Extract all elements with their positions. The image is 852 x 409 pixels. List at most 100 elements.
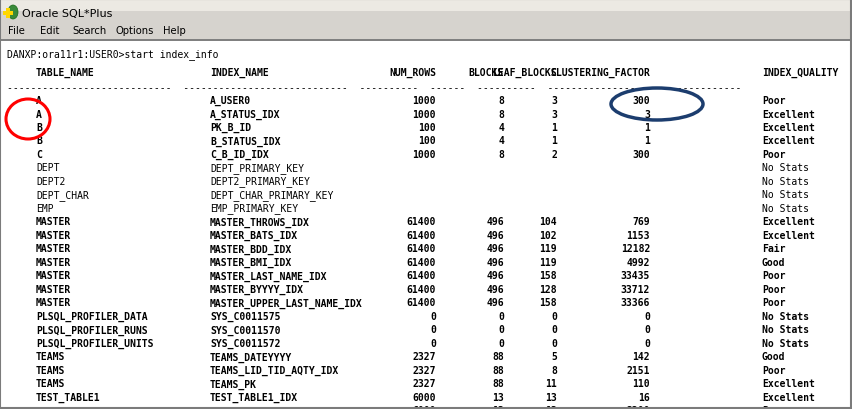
Text: 1000: 1000 — [412, 150, 436, 160]
Text: 11: 11 — [545, 379, 557, 389]
Text: 104: 104 — [539, 217, 557, 227]
Text: 300: 300 — [632, 96, 650, 106]
Text: DANXP:ora11r1:USER0>start index_info: DANXP:ora11r1:USER0>start index_info — [7, 49, 218, 60]
Text: MASTER_THROWS_IDX: MASTER_THROWS_IDX — [210, 217, 310, 227]
Text: TEAMS_DATEYYYY: TEAMS_DATEYYYY — [210, 351, 292, 362]
Bar — [0, 22, 852, 40]
Text: DEPT_CHAR_PRIMARY_KEY: DEPT_CHAR_PRIMARY_KEY — [210, 190, 333, 200]
Text: 61400: 61400 — [406, 230, 436, 240]
Text: 769: 769 — [632, 217, 650, 227]
Text: Excellent: Excellent — [762, 136, 815, 146]
Text: MASTER: MASTER — [36, 271, 72, 281]
Text: 13: 13 — [492, 405, 504, 409]
Text: 13: 13 — [492, 392, 504, 402]
Text: 13: 13 — [545, 405, 557, 409]
Text: 2: 2 — [551, 150, 557, 160]
Text: 8: 8 — [498, 109, 504, 119]
Text: Poor: Poor — [762, 284, 786, 294]
Text: TEAMS: TEAMS — [36, 379, 66, 389]
Text: 8: 8 — [498, 96, 504, 106]
Text: BLOCKS: BLOCKS — [469, 68, 504, 78]
Text: 3: 3 — [551, 96, 557, 106]
Text: MASTER_BYYYY_IDX: MASTER_BYYYY_IDX — [210, 284, 304, 294]
Text: Poor: Poor — [762, 150, 786, 160]
Text: MASTER: MASTER — [36, 257, 72, 267]
Text: 128: 128 — [539, 284, 557, 294]
Text: Search: Search — [72, 26, 106, 36]
Text: 158: 158 — [539, 298, 557, 308]
Text: 100: 100 — [418, 136, 436, 146]
Text: 158: 158 — [539, 271, 557, 281]
Text: 2327: 2327 — [412, 379, 436, 389]
Text: 0: 0 — [430, 338, 436, 348]
Text: 8: 8 — [498, 150, 504, 160]
Text: NUM_ROWS: NUM_ROWS — [389, 68, 436, 78]
Text: 2200: 2200 — [626, 405, 650, 409]
Text: TEST_TABLE1_IDX: TEST_TABLE1_IDX — [210, 392, 298, 402]
Text: Poor: Poor — [762, 365, 786, 375]
Text: TEAMS: TEAMS — [36, 352, 66, 362]
Text: B: B — [36, 136, 42, 146]
Text: TEST_TABLE2: TEST_TABLE2 — [36, 405, 101, 409]
Text: SYS_C0011572: SYS_C0011572 — [210, 338, 280, 348]
Text: B: B — [36, 123, 42, 133]
Text: Excellent: Excellent — [762, 230, 815, 240]
Text: 1153: 1153 — [626, 230, 650, 240]
Text: 0: 0 — [498, 338, 504, 348]
Text: 8: 8 — [551, 365, 557, 375]
Text: 3: 3 — [644, 109, 650, 119]
Bar — [0, 41, 852, 43]
Text: 496: 496 — [486, 217, 504, 227]
Text: DEPT_CHAR: DEPT_CHAR — [36, 190, 89, 200]
Text: 496: 496 — [486, 271, 504, 281]
Text: Poor: Poor — [762, 96, 786, 106]
Text: A_USER0: A_USER0 — [210, 96, 251, 106]
Text: 6000: 6000 — [412, 405, 436, 409]
Text: PLSQL_PROFILER_RUNS: PLSQL_PROFILER_RUNS — [36, 325, 147, 335]
Text: 496: 496 — [486, 230, 504, 240]
Text: ----------------------------  ----------------------------  ----------  ------  : ---------------------------- -----------… — [7, 83, 741, 93]
Text: 496: 496 — [486, 298, 504, 308]
Text: 61400: 61400 — [406, 271, 436, 281]
Text: 88: 88 — [492, 352, 504, 362]
Bar — [0, 0, 852, 22]
Text: 1: 1 — [551, 123, 557, 133]
Text: 61400: 61400 — [406, 298, 436, 308]
Text: 88: 88 — [492, 379, 504, 389]
Text: No Stats: No Stats — [762, 338, 809, 348]
Text: 1000: 1000 — [412, 109, 436, 119]
Text: C: C — [36, 150, 42, 160]
Text: Edit: Edit — [40, 26, 60, 36]
Text: 0: 0 — [551, 338, 557, 348]
Text: 33366: 33366 — [620, 298, 650, 308]
Text: 142: 142 — [632, 352, 650, 362]
Text: No Stats: No Stats — [762, 190, 809, 200]
Text: 496: 496 — [486, 244, 504, 254]
Text: 119: 119 — [539, 244, 557, 254]
Text: 2327: 2327 — [412, 352, 436, 362]
Bar — [0, 40, 852, 41]
Text: A: A — [36, 109, 42, 119]
Text: 12182: 12182 — [620, 244, 650, 254]
Text: 33712: 33712 — [620, 284, 650, 294]
Text: TABLE_NAME: TABLE_NAME — [36, 68, 95, 78]
Text: 33435: 33435 — [620, 271, 650, 281]
Bar — [6, 9, 10, 19]
Text: 110: 110 — [632, 379, 650, 389]
Text: 4: 4 — [498, 136, 504, 146]
Text: MASTER_LAST_NAME_IDX: MASTER_LAST_NAME_IDX — [210, 271, 327, 281]
Text: 1: 1 — [644, 123, 650, 133]
Text: MASTER_BDD_IDX: MASTER_BDD_IDX — [210, 244, 292, 254]
Text: SYS_C0011570: SYS_C0011570 — [210, 325, 280, 335]
Text: MASTER: MASTER — [36, 230, 72, 240]
Text: INDEX_NAME: INDEX_NAME — [210, 68, 268, 78]
Text: File: File — [8, 26, 25, 36]
Text: MASTER: MASTER — [36, 284, 72, 294]
Text: TEAMS_PK: TEAMS_PK — [210, 378, 257, 389]
Text: 4992: 4992 — [626, 257, 650, 267]
Text: TEST_TABLE2_IDX: TEST_TABLE2_IDX — [210, 405, 298, 409]
Text: 61400: 61400 — [406, 217, 436, 227]
Text: 0: 0 — [644, 311, 650, 321]
Text: TEAMS_LID_TID_AQTY_IDX: TEAMS_LID_TID_AQTY_IDX — [210, 365, 339, 375]
Text: LEAF_BLOCKS: LEAF_BLOCKS — [492, 68, 557, 78]
